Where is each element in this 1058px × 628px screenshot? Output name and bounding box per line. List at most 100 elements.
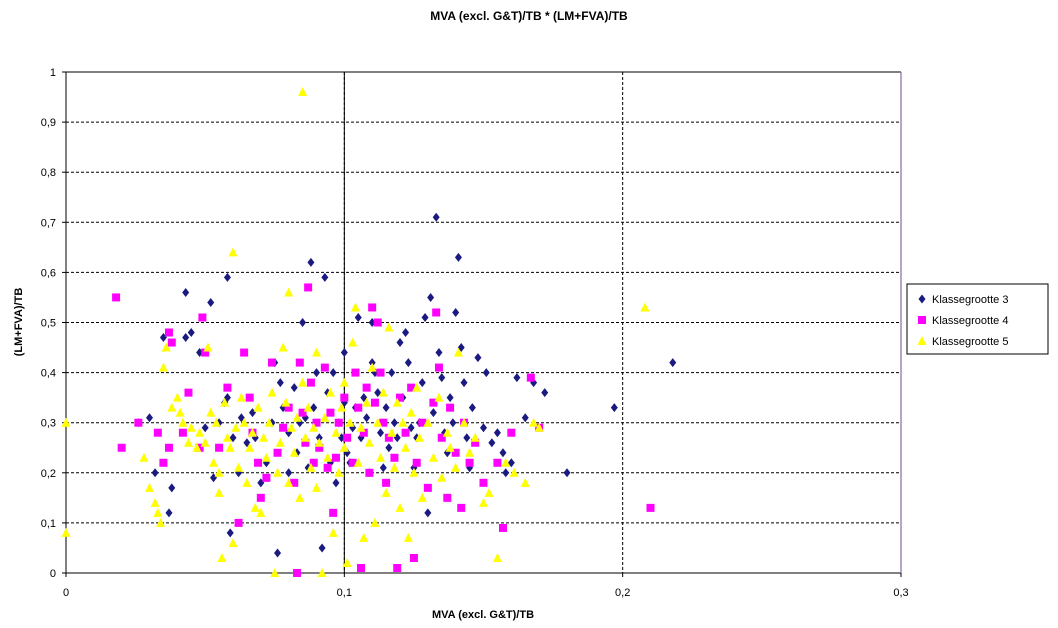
data-point (112, 293, 121, 302)
data-point (146, 413, 153, 423)
data-point (315, 433, 323, 443)
data-point (488, 438, 496, 448)
data-point (370, 398, 379, 407)
data-point (498, 523, 507, 532)
data-point (326, 408, 335, 417)
data-point (286, 422, 296, 432)
data-point (351, 368, 360, 377)
series-3 (61, 87, 650, 577)
data-point (437, 433, 446, 442)
data-point (231, 422, 241, 432)
data-point (256, 507, 266, 517)
data-point (362, 383, 371, 392)
data-point (134, 418, 143, 427)
data-point (376, 452, 386, 462)
data-point (250, 502, 260, 512)
data-point (414, 432, 424, 442)
data-point (165, 508, 173, 518)
data-point (153, 428, 162, 437)
y-tick-label: 0,8 (41, 167, 56, 179)
data-point (209, 457, 219, 467)
data-point (201, 423, 209, 433)
legend-marker-series-1 (918, 294, 926, 304)
data-point (460, 378, 468, 388)
data-point (348, 458, 357, 467)
data-point (365, 468, 374, 477)
data-point (534, 422, 544, 432)
data-point (418, 378, 426, 388)
data-point (228, 247, 238, 257)
data-point (275, 437, 285, 447)
data-point (220, 397, 230, 407)
data-point (240, 348, 249, 357)
data-point (161, 342, 171, 352)
data-point (211, 417, 221, 427)
data-point (284, 477, 294, 487)
data-point (207, 297, 215, 307)
data-point (267, 358, 276, 367)
data-point (184, 388, 193, 397)
data-point (370, 517, 380, 527)
data-point (312, 418, 321, 427)
data-point (323, 463, 332, 472)
data-point (345, 417, 355, 427)
data-point (384, 433, 393, 442)
data-point (452, 307, 460, 317)
data-point (153, 507, 163, 517)
data-point (432, 308, 441, 317)
data-point (312, 347, 321, 357)
data-point (295, 358, 304, 367)
x-axis-title: MVA (excl. G&T)/TB (432, 609, 534, 621)
data-point (356, 422, 366, 432)
data-point (463, 433, 471, 443)
data-point (206, 407, 216, 417)
data-point (465, 458, 474, 467)
data-point (468, 403, 476, 413)
data-point (301, 438, 310, 447)
data-point (236, 392, 246, 402)
legend: Klassegrootte 3 Klassegrootte 4 Klassegr… (906, 283, 1049, 355)
data-point (264, 417, 274, 427)
data-point (298, 87, 308, 97)
legend-marker-series-2 (918, 316, 926, 324)
y-tick-label: 0,4 (41, 368, 56, 380)
data-point (507, 428, 516, 437)
data-point (172, 392, 182, 402)
data-point (200, 437, 210, 447)
data-point (403, 532, 413, 542)
data-point (245, 393, 254, 402)
data-point (541, 388, 549, 398)
y-axis-title: (LM+FVA)/TB (13, 288, 25, 357)
data-point (267, 387, 277, 397)
data-point (307, 257, 315, 267)
data-point (354, 403, 363, 412)
data-point (423, 483, 432, 492)
data-point (186, 422, 196, 432)
data-point (164, 328, 173, 337)
data-point (178, 417, 188, 427)
data-point (242, 477, 252, 487)
data-point (354, 312, 362, 322)
data-point (312, 482, 321, 492)
data-point (418, 418, 427, 427)
data-point (139, 452, 149, 462)
data-point (446, 393, 454, 403)
data-point (457, 503, 466, 512)
data-point (340, 348, 348, 358)
data-point (521, 413, 529, 423)
x-tick-label: 0 (63, 587, 69, 599)
data-point (245, 442, 255, 452)
data-point (247, 427, 257, 437)
data-point (214, 487, 224, 497)
legend-box (906, 283, 1049, 355)
data-point (256, 493, 265, 502)
data-point (445, 442, 455, 452)
data-point (412, 458, 421, 467)
data-point (239, 417, 249, 427)
data-point (359, 532, 369, 542)
data-point (480, 423, 487, 433)
data-point (175, 407, 185, 417)
y-tick-label: 0 (50, 568, 56, 580)
data-point (195, 443, 204, 452)
